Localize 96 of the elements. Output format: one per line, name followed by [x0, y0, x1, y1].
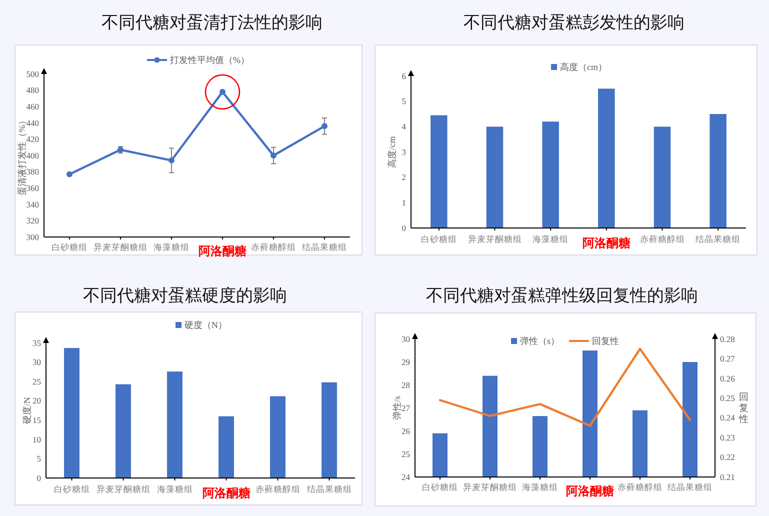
y-tick-label: 25: [402, 448, 410, 459]
y-tick-label: 10: [32, 434, 41, 444]
x-tick-label: 赤藓糖醇组: [255, 484, 300, 494]
y-tick-label: 15: [32, 415, 41, 426]
x-tick-label: 阿洛酮糖: [566, 484, 614, 498]
x-tick-label: 白砂糖组: [52, 242, 88, 252]
y2-tick-label: 0.24: [720, 412, 736, 423]
y-tick-label: 0: [402, 222, 406, 233]
y-tick-label: 6: [402, 70, 406, 81]
y-tick-label: 440: [26, 118, 39, 128]
x-tick-label: 赤藓糖醇组: [640, 234, 685, 244]
y2-tick-label: 0.26: [720, 373, 735, 384]
y-tick-label: 5: [402, 96, 406, 106]
y-tick-label: 400: [26, 150, 39, 160]
x-tick-label: 阿洛酮糖: [582, 236, 630, 250]
y-axis-title: 弹性/s: [392, 396, 402, 420]
bar: [430, 115, 448, 228]
y-tick-label: 25: [32, 376, 41, 386]
x-tick-label: 赤藓糖醇组: [251, 242, 296, 252]
bar: [270, 396, 286, 478]
x-tick-label: 异麦芽酮糖组: [468, 234, 522, 244]
x-tick-label: 阿洛酮糖: [198, 244, 246, 258]
y-tick-label: 5: [36, 454, 41, 464]
bar: [64, 348, 80, 478]
y2-tick-label: 0.23: [720, 432, 735, 442]
y-tick-label: 500: [26, 68, 39, 79]
x-tick-label: 结晶果糖组: [302, 242, 347, 252]
y-tick-label: 4: [402, 122, 407, 132]
point: [66, 171, 72, 178]
x-tick-label: 白砂糖组: [422, 482, 458, 492]
y-tick-label: 0: [36, 472, 41, 483]
y-tick-label: 480: [26, 85, 39, 96]
x-tick-label: 海藻糖组: [154, 242, 190, 252]
y-tick-label: 28: [402, 380, 410, 390]
y2-tick-label: 0.22: [720, 452, 735, 462]
bar: [116, 384, 131, 478]
bar: [218, 416, 234, 478]
point: [270, 152, 276, 158]
legend-label: 打发性平均值（%）: [169, 55, 250, 66]
y-tick-label: 30: [32, 357, 41, 368]
y-tick-label: 30: [402, 334, 410, 344]
x-tick-label: 结晶果糖组: [696, 234, 741, 244]
point: [322, 123, 328, 130]
x-tick-label: 结晶果糖组: [306, 484, 352, 494]
x-tick-label: 赤藓糖醇组: [618, 482, 662, 492]
x-tick-label: 海藻糖组: [522, 482, 558, 492]
y-tick-label: 20: [32, 396, 41, 406]
y2-tick-label: 0.21: [720, 472, 735, 482]
y-tick-label: 460: [26, 101, 39, 112]
y-tick-label: 3: [402, 146, 406, 157]
y-tick-label: 300: [26, 232, 39, 242]
x-tick-label: 阿洛酮糖: [202, 486, 250, 500]
y-tick-label: 420: [26, 134, 39, 144]
bar: [654, 126, 671, 228]
chart-title: 不同代糖对蛋糕硬度的影响: [83, 286, 287, 306]
y-axis-title: 蛋清液打发性（%）: [17, 116, 28, 196]
y-tick-label: 380: [26, 166, 39, 177]
bar: [322, 382, 337, 478]
y2-tick-label: 0.28: [720, 334, 735, 344]
y-tick-label: 26: [402, 426, 410, 436]
y2-tick-label: 0.25: [720, 393, 735, 404]
y-tick-label: 360: [26, 182, 39, 193]
x-tick-label: 异麦芽酮糖组: [94, 242, 148, 252]
y2-tick-label: 0.27: [720, 354, 735, 364]
x-tick-label: 异麦芽酮糖组: [463, 482, 517, 492]
bar: [167, 372, 182, 478]
y-tick-label: 2: [402, 172, 406, 182]
legend-label: 高度（cm）: [560, 62, 608, 72]
line-series: [438, 348, 692, 427]
bar: [598, 88, 615, 228]
y-tick-label: 27: [402, 402, 410, 413]
y-tick-label: 1: [402, 198, 406, 208]
bar: [710, 114, 726, 228]
legend-label: 硬度（N）: [184, 320, 228, 330]
bar: [542, 122, 559, 228]
y-tick-label: 29: [402, 356, 410, 367]
y-tick-label: 340: [26, 199, 39, 210]
y-tick-label: 24: [402, 472, 411, 482]
legend-label: 弹性（s）: [520, 336, 560, 346]
point: [168, 157, 174, 164]
x-tick-label: 异麦芽酮糖组: [96, 484, 150, 494]
x-tick-label: 白砂糖组: [420, 234, 457, 244]
bar: [486, 126, 504, 228]
x-tick-label: 海藻糖组: [156, 484, 193, 494]
chart-title: 不同代糖对蛋糕彭发性的影响: [464, 12, 684, 33]
legend-label: 回复性: [592, 336, 619, 346]
chart-title: 不同代糖对蛋糕弹性级回复性的影响: [426, 286, 698, 306]
y-tick-label: 320: [26, 216, 39, 226]
y-axis-title: 高度/cm: [387, 136, 398, 168]
y-tick-label: 35: [32, 338, 41, 348]
chart-title: 不同代糖对蛋清打法性的影响: [102, 12, 322, 33]
y2-axis-title: 回复性: [738, 392, 749, 426]
x-tick-label: 海藻糖组: [532, 234, 569, 244]
x-tick-label: 白砂糖组: [54, 484, 90, 494]
x-tick-label: 结晶果糖组: [668, 482, 712, 492]
y-axis-title: 硬度/N: [22, 396, 32, 424]
